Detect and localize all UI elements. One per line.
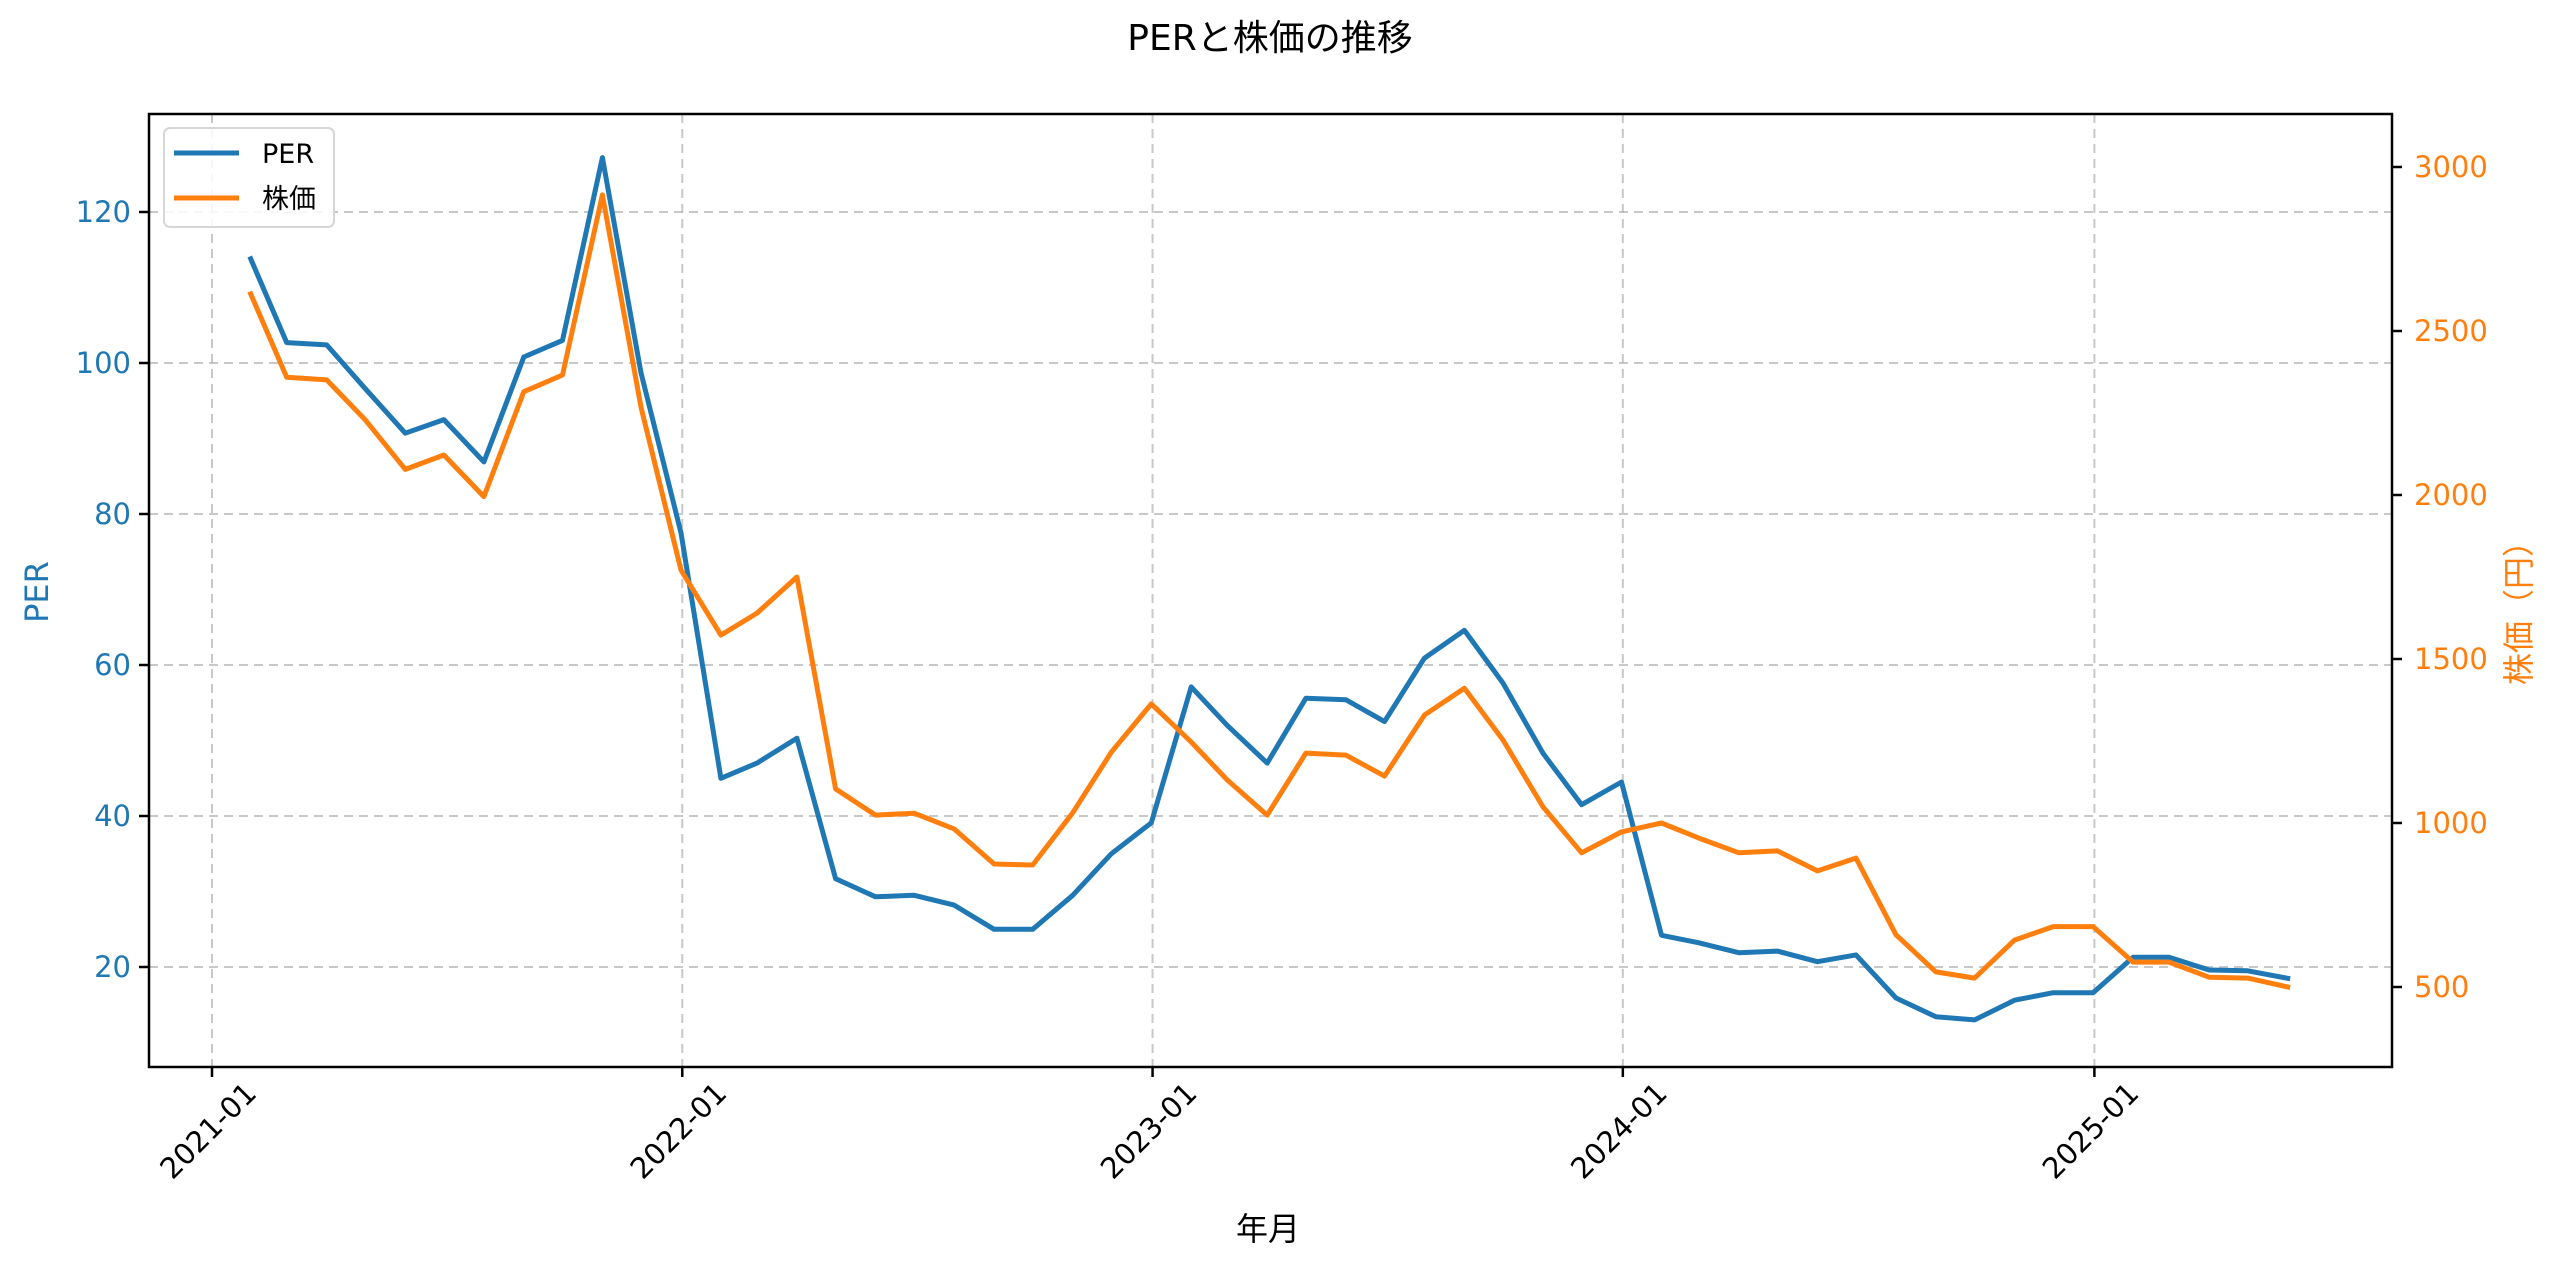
right-y-tick-label: 2000: [2414, 478, 2488, 512]
x-axis-label: 年月: [1236, 1210, 1300, 1248]
right-y-tick-label: 2500: [2414, 314, 2488, 348]
left-y-tick-label: 60: [94, 648, 131, 682]
left-y-tick-label: 120: [76, 195, 131, 229]
chart-title: PERと株価の推移: [1127, 18, 1412, 59]
right-y-tick-label: 1500: [2414, 642, 2488, 676]
left-y-tick-label: 40: [94, 799, 131, 833]
right-y-tick-label: 3000: [2414, 150, 2488, 184]
right-y-tick-label: 1000: [2414, 806, 2488, 840]
left-y-tick-label: 100: [76, 346, 131, 380]
left-y-tick-label: 20: [94, 950, 131, 984]
legend-per-label: PER: [262, 139, 314, 170]
stock-price-line: [247, 192, 2291, 990]
right-y-tick-label: 500: [2414, 970, 2469, 1004]
right-y-axis: 500 1000 1500 2000 2500 3000: [2392, 150, 2488, 1004]
left-y-axis: 20 40 60 80 100 120: [76, 195, 149, 984]
left-axis-label: PER: [18, 561, 56, 623]
legend: PER 株価: [163, 127, 335, 228]
right-axis-label: 株価（円）: [2500, 525, 2538, 685]
grid-lines: [149, 114, 2392, 1067]
left-y-tick-label: 80: [94, 497, 131, 531]
plot-frame: [147, 112, 2394, 1069]
plot-series: [247, 155, 2291, 1023]
legend-price-label: 株価: [262, 184, 316, 215]
per-line: [247, 155, 2291, 1023]
